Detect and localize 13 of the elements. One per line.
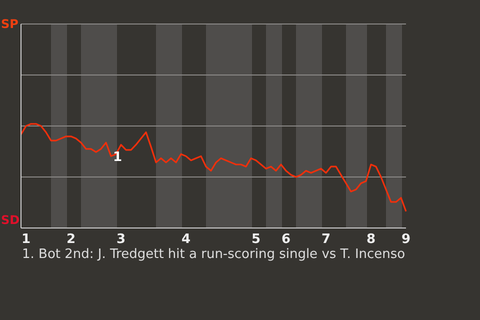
x-tick-label: 8 xyxy=(366,232,376,248)
x-tick-label: 9 xyxy=(401,232,411,248)
text: SD xyxy=(1,213,20,227)
text: 1. Bot 2nd: J. Tredgett hit a run-scoring single vs T. Incenso xyxy=(22,247,406,262)
annotation: 1 xyxy=(113,150,122,165)
x-tick-label: 4 xyxy=(181,232,191,248)
x-tick-label: 3 xyxy=(116,232,126,248)
text: SP xyxy=(1,17,18,31)
x-tick-label: 5 xyxy=(251,232,261,248)
x-tick-label: 6 xyxy=(281,232,291,248)
x-tick-label: 2 xyxy=(66,232,76,248)
x-tick-label: 7 xyxy=(321,232,331,248)
x-tick-label: 1 xyxy=(21,232,31,248)
